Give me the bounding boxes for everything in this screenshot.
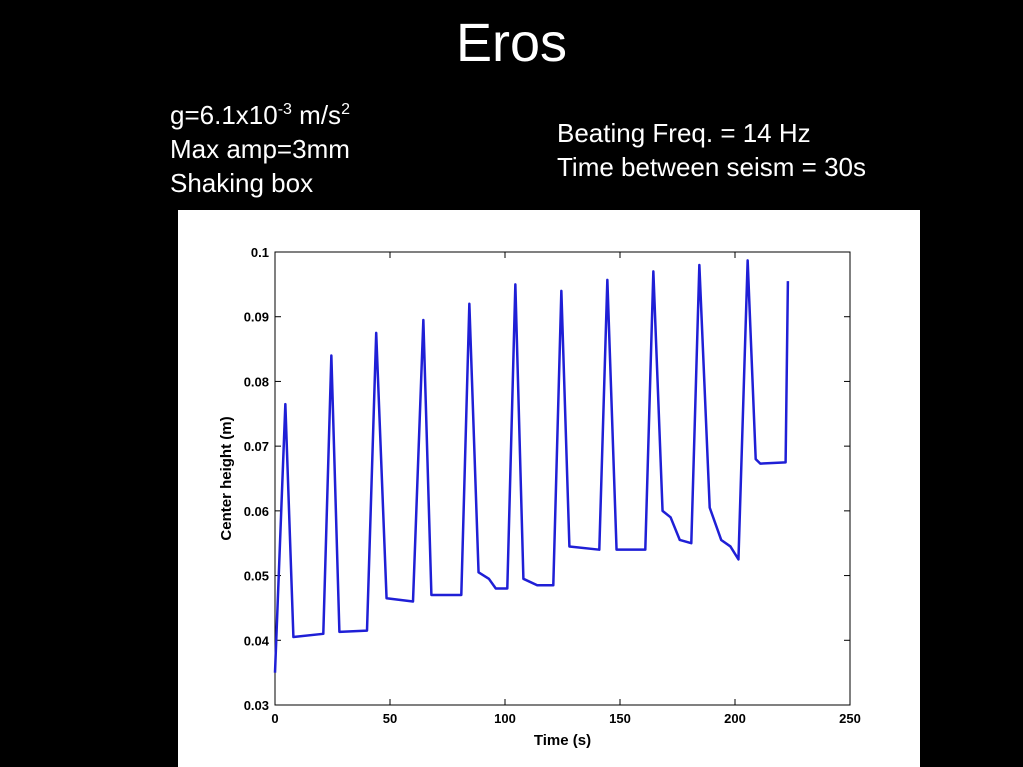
y-tick-label: 0.03 bbox=[244, 698, 269, 713]
note-text: g=6.1x10 bbox=[170, 100, 278, 130]
y-tick-label: 0.08 bbox=[244, 374, 269, 389]
note-line: Beating Freq. = 14 Hz bbox=[557, 118, 811, 148]
y-tick-label: 0.06 bbox=[244, 504, 269, 519]
note-text: -3 bbox=[277, 101, 292, 118]
y-tick-label: 0.07 bbox=[244, 439, 269, 454]
notes-right: Beating Freq. = 14 Hz Time between seism … bbox=[557, 116, 866, 184]
y-axis-label: Center height (m) bbox=[218, 416, 235, 540]
note-line: Time between seism = 30s bbox=[557, 152, 867, 182]
x-tick-label: 100 bbox=[494, 711, 516, 726]
y-tick-label: 0.09 bbox=[244, 310, 269, 325]
data-line bbox=[273, 259, 790, 673]
chart: 0 50 100 150 200 250 0.03 0.04 0.05 0.06 0.07 0.08 0… bbox=[178, 210, 920, 767]
y-tick-label: 0.1 bbox=[251, 245, 269, 260]
notes-left: g=6.1x10-3 m/s2 Max amp=3mm Shaking box bbox=[170, 98, 350, 200]
x-tick-label: 0 bbox=[271, 711, 278, 726]
note-line: g=6.1x10-3 m/s2 bbox=[170, 98, 350, 132]
note-text: 2 bbox=[341, 101, 350, 118]
x-tick-label: 150 bbox=[609, 711, 631, 726]
x-tick-label: 50 bbox=[383, 711, 397, 726]
slide-title: Eros bbox=[455, 13, 568, 73]
y-tick-label: 0.05 bbox=[244, 569, 269, 584]
note-line: Max amp=3mm bbox=[170, 132, 350, 166]
y-tick-label: 0.04 bbox=[244, 633, 270, 648]
x-tick-label: 200 bbox=[724, 711, 746, 726]
note-text: Shaking box bbox=[170, 168, 314, 198]
note-text: m/s bbox=[291, 100, 342, 130]
plot-frame bbox=[274, 251, 851, 706]
x-tick-label: 250 bbox=[839, 711, 861, 726]
note-text: Max amp=3mm bbox=[170, 134, 350, 164]
x-axis-label: Time (s) bbox=[534, 732, 591, 749]
note-line: Shaking box bbox=[170, 166, 350, 200]
